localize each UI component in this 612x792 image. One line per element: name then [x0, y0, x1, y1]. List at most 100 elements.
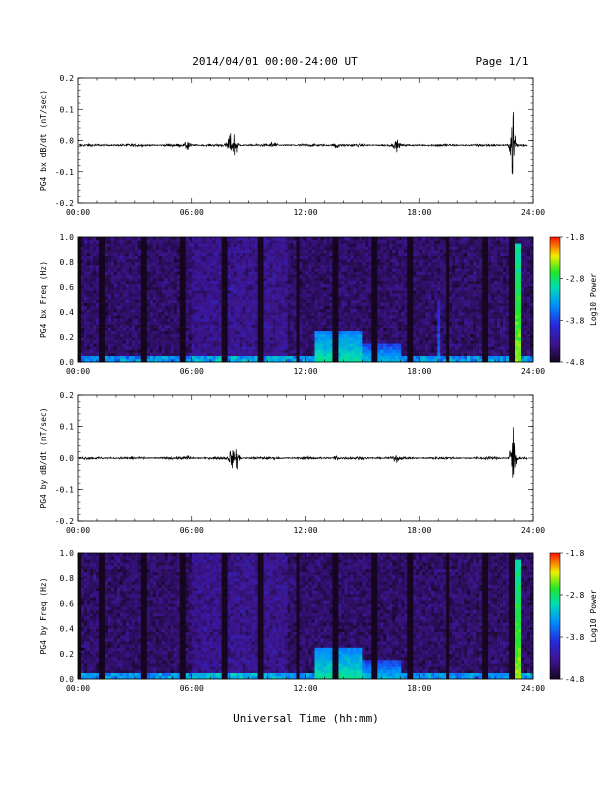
spectrogram-cell	[338, 302, 342, 307]
spectrogram-cell	[122, 277, 127, 282]
spectrogram-cell	[140, 318, 145, 322]
spectrogram-cell	[335, 330, 339, 335]
spectrogram-cell	[401, 296, 405, 300]
spectrogram-cell	[101, 305, 106, 310]
spectrogram-cell	[101, 315, 106, 319]
spectrogram-cell	[308, 337, 312, 341]
spectrogram-cell	[305, 315, 309, 319]
spectrogram-cell	[326, 308, 330, 313]
spectrogram-cell	[98, 337, 103, 341]
spectrogram-cell	[236, 290, 240, 294]
spectrogram-cell	[380, 274, 384, 278]
spectrogram-cell	[374, 321, 378, 325]
spectrogram-cell	[278, 349, 282, 353]
spectrogram-cell	[143, 327, 148, 332]
spectrogram-cell	[347, 271, 351, 275]
spectrogram-cell	[398, 255, 402, 260]
spectrogram-cell	[359, 268, 363, 272]
spectrogram-cell	[158, 349, 163, 353]
spectrogram-cell	[269, 240, 273, 244]
spectrogram-cell	[209, 258, 213, 263]
spectrogram-cell	[140, 287, 145, 291]
spectrogram-cell	[194, 277, 199, 282]
spectrogram-cell	[143, 268, 148, 272]
spectrogram-cell	[104, 333, 109, 338]
spectrogram-cell	[329, 240, 333, 244]
spectrogram-cell	[260, 346, 264, 350]
spectrogram-cell	[428, 249, 432, 253]
spectrogram-cell	[296, 352, 300, 357]
spectrogram-cell	[233, 237, 237, 241]
spectrogram-cell	[158, 277, 163, 282]
spectrogram-cell	[173, 352, 178, 357]
spectrogram-cell	[260, 352, 264, 357]
spectrogram-cell	[293, 318, 297, 322]
spectrogram-cell	[86, 268, 91, 272]
spectrogram-cell	[149, 343, 154, 347]
spectrogram-cell	[245, 246, 249, 250]
spectrogram-cell	[197, 274, 202, 278]
spectrogram-cell	[260, 290, 264, 294]
spectrogram-cell	[392, 274, 396, 278]
spectrogram-cell	[356, 280, 360, 285]
spectrogram-cell	[365, 343, 369, 347]
spectrogram-cell	[350, 321, 354, 325]
spectrogram-cell	[125, 312, 130, 316]
spectrogram-cell	[194, 240, 199, 244]
spectrogram-cell	[113, 305, 118, 310]
spectrogram-cell	[380, 308, 384, 313]
spectrogram-cell	[317, 258, 321, 263]
spectrogram-cell	[440, 249, 444, 253]
spectrogram-cell	[413, 299, 417, 303]
spectrogram-cell	[287, 327, 291, 332]
spectrogram-cell	[206, 274, 211, 278]
spectrogram-cell	[185, 333, 190, 338]
spectrogram-cell	[440, 321, 444, 325]
spectrogram-cell	[89, 312, 94, 316]
spectrogram-cell	[419, 352, 423, 357]
spectrogram-cell	[305, 258, 309, 263]
spectrogram-cell	[353, 333, 357, 338]
spectrogram-cell	[317, 265, 321, 269]
spectrogram-cell	[146, 355, 151, 360]
spectrogram-cell	[329, 258, 333, 263]
spectrogram-cell	[410, 268, 414, 272]
spectrogram-cell	[233, 308, 237, 313]
spectrogram-cell	[227, 343, 231, 347]
spectrogram-cell	[314, 352, 318, 357]
spectrogram-cell	[242, 318, 246, 322]
spectrogram-cell	[371, 299, 375, 303]
spectrogram-cell	[269, 265, 273, 269]
spectrogram-cell	[302, 271, 306, 275]
spectrogram-cell	[254, 290, 258, 294]
spectrogram-cell	[128, 262, 133, 266]
spectrogram-cell	[197, 243, 202, 247]
spectrogram-cell	[239, 330, 243, 335]
spectrogram-cell	[80, 318, 85, 322]
spectrogram-cell	[365, 243, 369, 247]
spectrogram-cell	[185, 302, 190, 307]
spectrogram-cell	[380, 268, 384, 272]
spectrogram-cell	[401, 237, 405, 241]
spectrogram-cell	[287, 330, 291, 335]
spectrogram-cell	[275, 337, 279, 341]
spectrogram-cell	[236, 358, 240, 363]
spectrogram-cell	[299, 355, 303, 360]
spectrogram-cell	[320, 252, 324, 257]
spectrogram-cell	[323, 255, 327, 260]
spectrogram-cell	[158, 305, 163, 310]
spectrogram-cell	[92, 277, 97, 282]
spectrogram-cell	[404, 321, 408, 325]
spectrogram-cell	[284, 312, 288, 316]
spectrogram-cell	[299, 327, 303, 332]
spectrogram-cell	[78, 312, 82, 316]
spectrogram-cell	[317, 330, 321, 335]
spectrogram-cell	[233, 271, 237, 275]
spectrogram-cell	[227, 315, 231, 319]
spectrogram-cell	[356, 333, 360, 338]
spectrogram-cell	[434, 343, 438, 347]
spectrogram-cell	[131, 246, 136, 250]
spectrogram-cell	[374, 324, 378, 328]
spectrogram-cell	[305, 358, 309, 363]
spectrogram-cell	[137, 352, 142, 357]
